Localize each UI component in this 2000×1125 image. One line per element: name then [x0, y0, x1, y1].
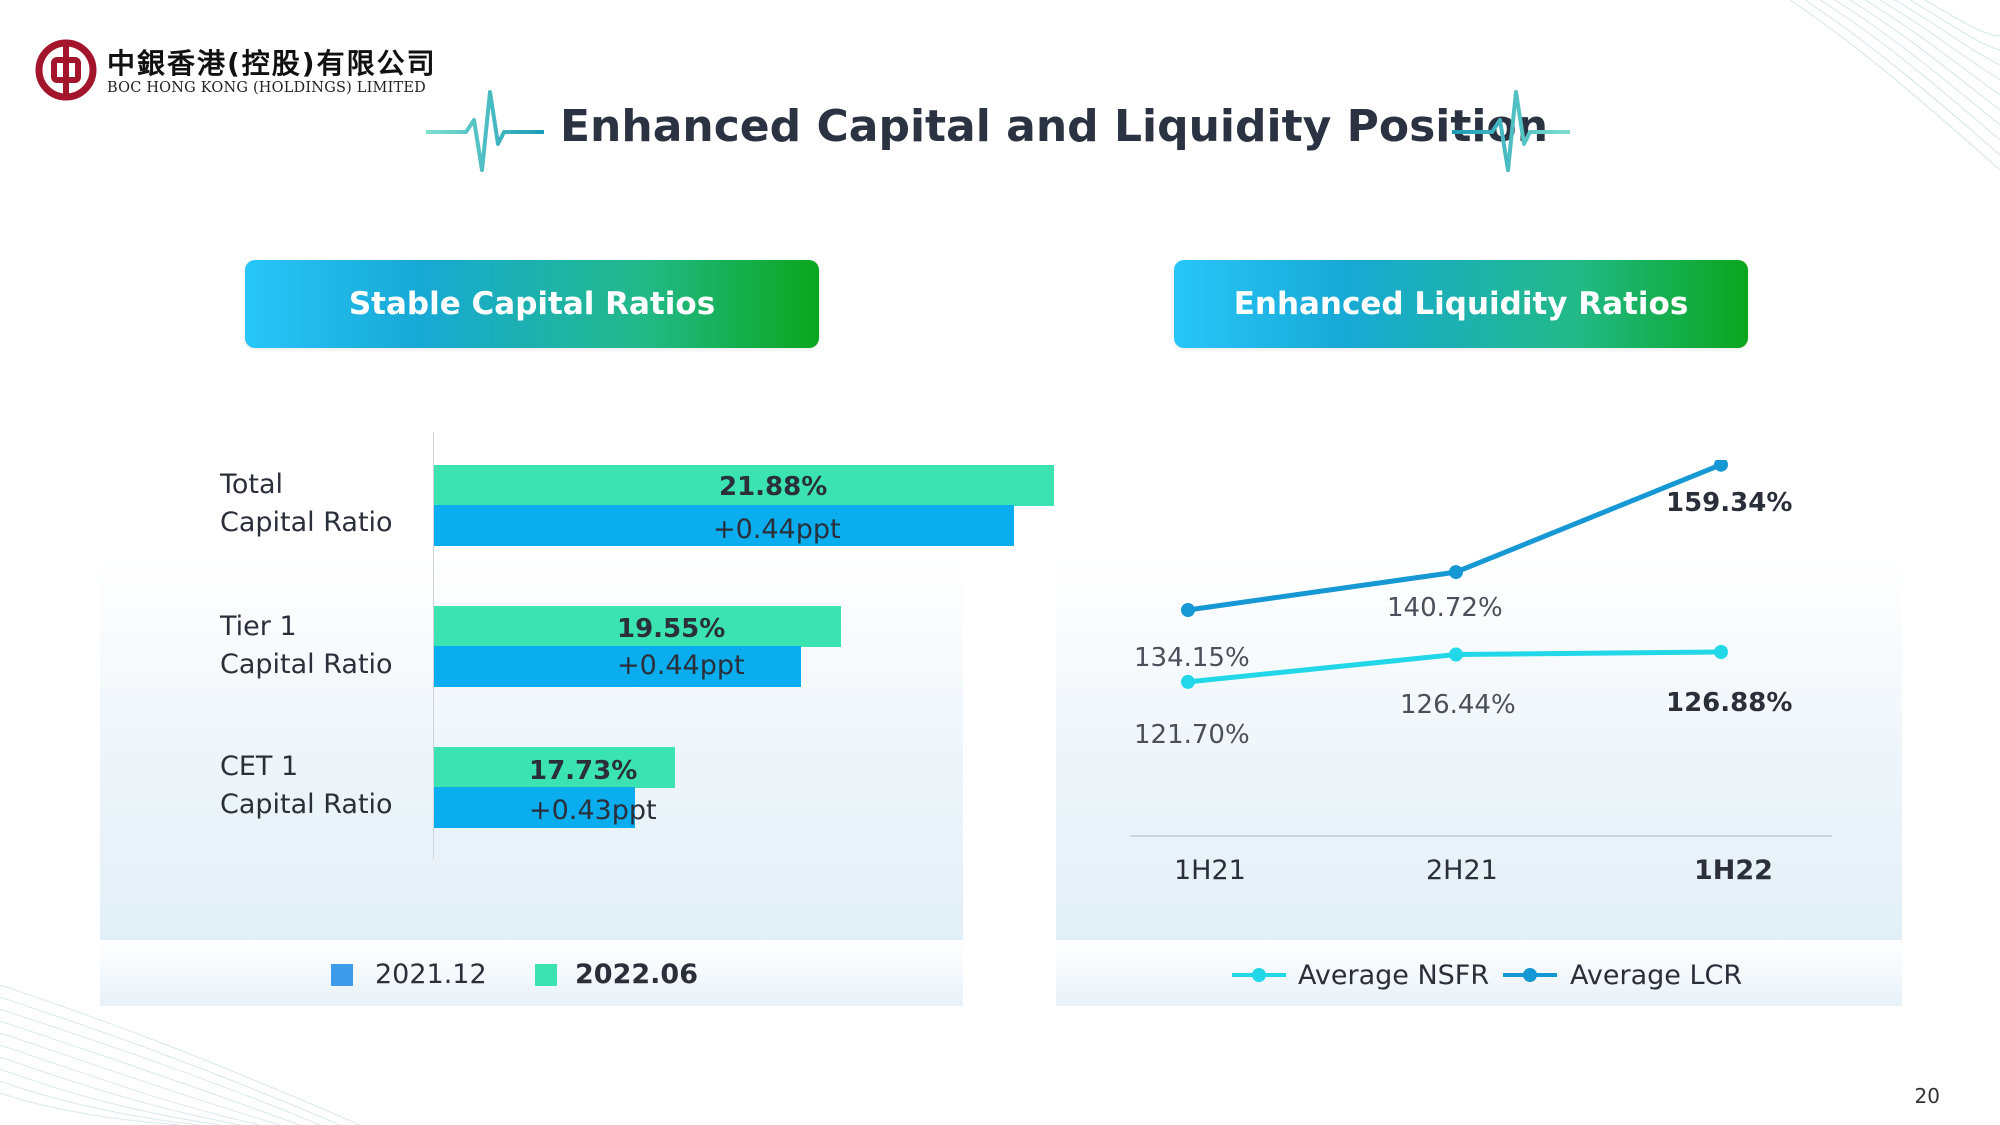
- lcr-label-1h21: 134.15%: [1134, 643, 1250, 673]
- category-label-line: Total: [220, 469, 284, 500]
- legend-label-lcr: Average LCR: [1570, 960, 1743, 991]
- category-label-cet1-capital: CET 1 Capital Ratio: [220, 748, 393, 824]
- nsfr-label-1h21: 121.70%: [1134, 720, 1250, 750]
- bar-tier1-capital-2022: [434, 606, 842, 647]
- bar-chart-axis: [433, 432, 434, 859]
- lcr-label-2h21: 140.72%: [1387, 593, 1503, 623]
- capital-ratios-header: Stable Capital Ratios: [245, 260, 819, 348]
- corner-wave-decoration: [1789, 0, 2000, 171]
- x-tick-1h21: 1H21: [1174, 855, 1246, 886]
- nsfr-point-2h21: [1449, 647, 1463, 662]
- legend-label-2021: 2021.12: [375, 959, 487, 990]
- liquidity-legend-strip: [1056, 940, 1902, 1006]
- company-name-chinese: 中銀香港(控股)有限公司: [107, 47, 437, 80]
- lcr-point-1h22: [1714, 460, 1728, 472]
- nsfr-label-2h21: 126.44%: [1400, 690, 1516, 720]
- category-label-tier1-capital: Tier 1 Capital Ratio: [220, 608, 393, 684]
- bar-cet1-capital-2022: [434, 747, 675, 788]
- page-number: 20: [1914, 1084, 1940, 1108]
- boc-logo-icon: [35, 39, 97, 101]
- category-label-line: Capital Ratio: [220, 507, 393, 538]
- nsfr-label-1h22: 126.88%: [1666, 688, 1793, 718]
- lcr-point-2h21: [1449, 565, 1463, 580]
- legend-swatch-lcr: [1503, 968, 1557, 982]
- x-tick-1h22: 1H22: [1694, 855, 1773, 886]
- value-label-tier1-capital: 19.55%: [617, 614, 726, 644]
- nsfr-point-1h21: [1181, 674, 1195, 689]
- change-label-cet1-capital: +0.43ppt: [529, 795, 657, 826]
- category-label-line: Capital Ratio: [220, 649, 393, 680]
- category-label-line: Capital Ratio: [220, 789, 393, 820]
- bar-cet1-capital-2021: [434, 787, 636, 828]
- page-title: Enhanced Capital and Liquidity Position: [560, 101, 1549, 152]
- capital-legend-strip: [100, 940, 963, 1006]
- nsfr-point-1h22: [1714, 645, 1728, 659]
- category-label-line: CET 1: [220, 751, 299, 782]
- liquidity-line-chart: [1130, 460, 1832, 837]
- company-name-english: BOC HONG KONG (HOLDINGS) LIMITED: [107, 80, 426, 96]
- legend-label-2022: 2022.06: [575, 959, 698, 990]
- lcr-series-line: [1187, 462, 1722, 613]
- value-label-total-capital: 21.88%: [719, 472, 828, 502]
- category-label-total-capital: Total Capital Ratio: [220, 466, 393, 542]
- heartbeat-pulse-icon: [1452, 90, 1570, 172]
- lcr-label-1h22: 159.34%: [1666, 488, 1793, 518]
- bar-tier1-capital-2021: [434, 646, 801, 687]
- bar-total-capital-2022: [434, 465, 1055, 506]
- heartbeat-pulse-icon: [426, 90, 544, 172]
- x-tick-2h21: 2H21: [1426, 855, 1498, 886]
- legend-swatch-nsfr: [1232, 968, 1286, 982]
- category-label-line: Tier 1: [220, 611, 297, 642]
- change-label-tier1-capital: +0.44ppt: [617, 650, 745, 681]
- liquidity-chart-panel: [1056, 560, 1902, 1006]
- value-label-cet1-capital: 17.73%: [529, 756, 638, 786]
- legend-swatch-2022: [535, 964, 557, 986]
- lcr-point-1h21: [1181, 603, 1195, 617]
- bar-total-capital-2021: [434, 505, 1015, 546]
- corner-wave-decoration: [0, 984, 361, 1125]
- legend-swatch-2021: [331, 964, 353, 986]
- change-label-total-capital: +0.44ppt: [713, 514, 841, 545]
- liquidity-ratios-header: Enhanced Liquidity Ratios: [1174, 260, 1748, 348]
- legend-label-nsfr: Average NSFR: [1298, 960, 1490, 991]
